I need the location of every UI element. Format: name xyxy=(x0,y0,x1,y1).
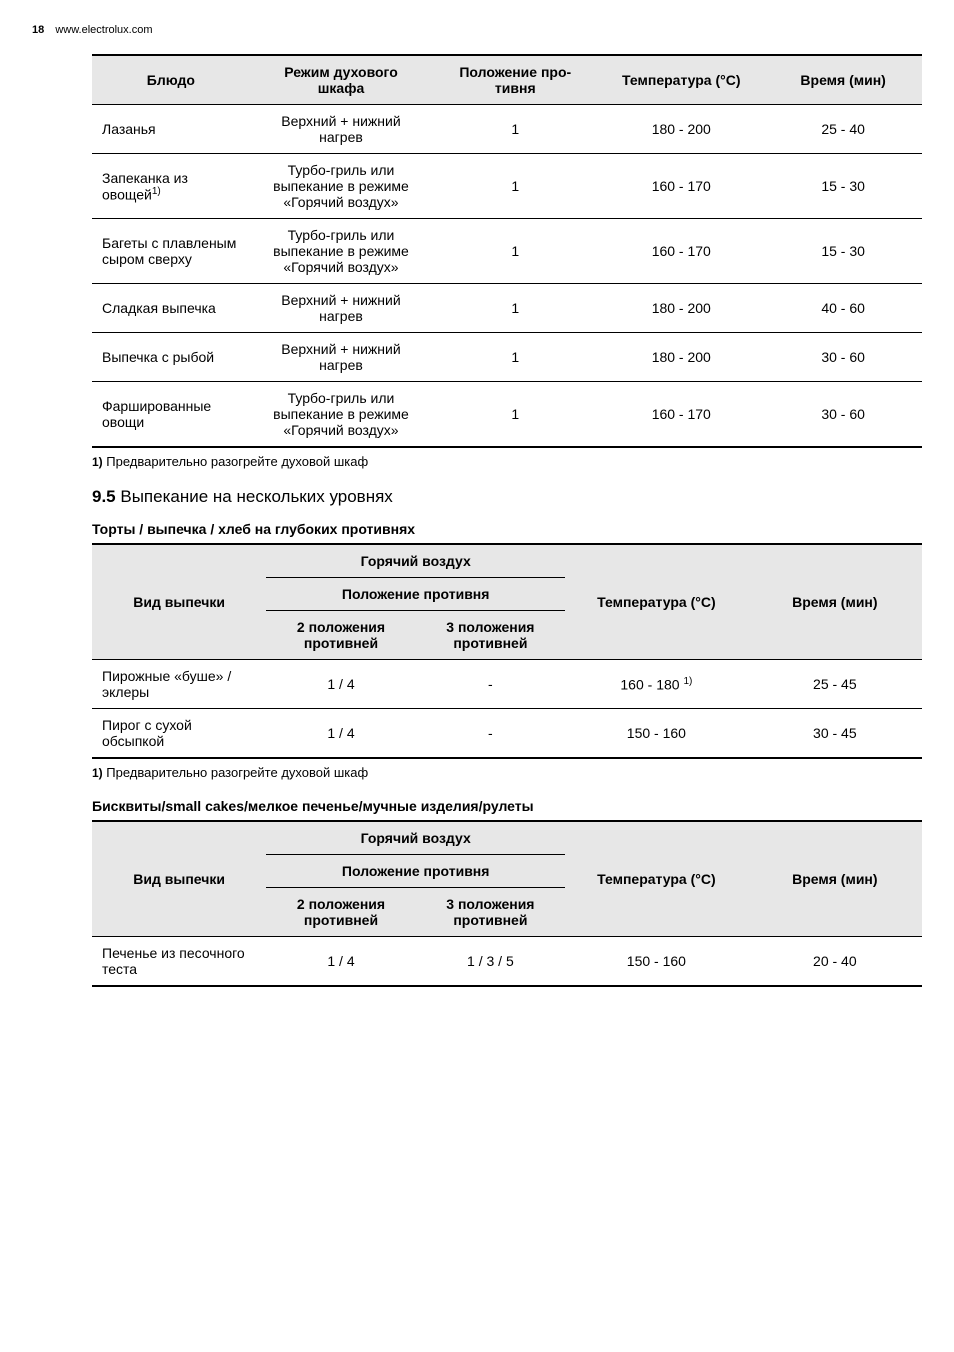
savoury-dishes-table: Блюдо Режим духового шкафа Положение про… xyxy=(92,54,922,448)
cell-dish: Лазанья xyxy=(92,105,250,154)
cell-dish: Сладкая выпеч­ка xyxy=(92,284,250,333)
col-temp: Температура (°C) xyxy=(565,544,748,660)
cell-type: Печенье из пе­сочного теста xyxy=(92,937,266,987)
cell-pos3: - xyxy=(416,709,565,759)
cell-type: Пирожные «бу­ше» / эклеры xyxy=(92,660,266,709)
col-pos2: 2 положения противней xyxy=(266,611,415,660)
col-temp: Температура (°C) xyxy=(598,55,764,105)
footnote-text: Предварительно разогрейте духовой шкаф xyxy=(103,454,369,469)
subhead-torty: Торты / выпечка / хлеб на глубоких проти… xyxy=(92,521,922,537)
col-time: Время (мин) xyxy=(748,544,922,660)
footnote-num: 1) xyxy=(92,455,103,469)
cell-mode: Верхний + ниж­ний нагрев xyxy=(250,105,433,154)
cell-temp: 160 - 170 xyxy=(598,219,764,284)
subhead-biskvity: Бисквиты/small cakes/мелкое печенье/мучн… xyxy=(92,798,922,814)
cell-pos3: - xyxy=(416,660,565,709)
col-pos3: 3 положения противней xyxy=(416,611,565,660)
cell-temp: 180 - 200 xyxy=(598,105,764,154)
footnote-2: 1) Предварительно разогрейте духовой шка… xyxy=(92,765,922,780)
table-row: Сладкая выпеч­каВерхний + ниж­ний нагрев… xyxy=(92,284,922,333)
col-pos3: 3 положения противней xyxy=(416,888,565,937)
table-row: Пирожные «бу­ше» / эклеры1 / 4-160 - 180… xyxy=(92,660,922,709)
cell-pos2: 1 / 4 xyxy=(266,709,415,759)
cell-mode: Верхний + ниж­ний нагрев xyxy=(250,333,433,382)
cell-pos: 1 xyxy=(432,219,598,284)
col-pos2: 2 положения противней xyxy=(266,888,415,937)
cell-time: 25 - 40 xyxy=(764,105,922,154)
cell-type: Пирог с сухой обсыпкой xyxy=(92,709,266,759)
footnote-text: Предварительно разогрейте духовой шкаф xyxy=(103,765,369,780)
cell-time: 20 - 40 xyxy=(748,937,922,987)
col-pos: Положение про­тивня xyxy=(432,55,598,105)
col-hotair: Горячий воздух xyxy=(266,544,565,578)
col-trackpos: Положение противня xyxy=(266,855,565,888)
cell-mode: Турбо-гриль или выпекание в режиме «Го­р… xyxy=(250,382,433,448)
cell-time: 30 - 60 xyxy=(764,333,922,382)
cell-pos: 1 xyxy=(432,333,598,382)
col-time: Время (мин) xyxy=(748,821,922,937)
table-row: Фарширован­ные овощиТурбо-гриль или выпе… xyxy=(92,382,922,448)
cell-temp: 160 - 180 1) xyxy=(565,660,748,709)
cell-temp: 150 - 160 xyxy=(565,709,748,759)
section-num: 9.5 xyxy=(92,487,116,506)
cell-mode: Верхний + ниж­ний нагрев xyxy=(250,284,433,333)
cell-dish: Выпечка с рыб­ой xyxy=(92,333,250,382)
cell-temp: 160 - 170 xyxy=(598,154,764,219)
cakes-bread-table: Вид выпечки Горячий воздух Температура (… xyxy=(92,543,922,759)
cell-time: 40 - 60 xyxy=(764,284,922,333)
col-dish: Блюдо xyxy=(92,55,250,105)
col-mode: Режим духового шкафа xyxy=(250,55,433,105)
cell-pos: 1 xyxy=(432,154,598,219)
cell-dish: Фарширован­ные овощи xyxy=(92,382,250,448)
cell-dish: Запеканка из овощей1) xyxy=(92,154,250,219)
cell-time: 15 - 30 xyxy=(764,154,922,219)
cell-temp: 180 - 200 xyxy=(598,284,764,333)
cell-time: 25 - 45 xyxy=(748,660,922,709)
col-type: Вид выпечки xyxy=(92,821,266,937)
cell-pos2: 1 / 4 xyxy=(266,937,415,987)
col-time: Время (мин) xyxy=(764,55,922,105)
site-url: www.electrolux.com xyxy=(55,24,152,36)
cell-pos: 1 xyxy=(432,105,598,154)
cell-pos: 1 xyxy=(432,284,598,333)
col-trackpos: Положение противня xyxy=(266,578,565,611)
section-title: Выпекание на нескольких уровнях xyxy=(116,487,393,506)
footnote-ref: 1) xyxy=(683,676,692,687)
cell-temp: 160 - 170 xyxy=(598,382,764,448)
cell-mode: Турбо-гриль или выпекание в режиме «Го­р… xyxy=(250,154,433,219)
table-row: Багеты с пла­вленым сыром сверхуТурбо-гр… xyxy=(92,219,922,284)
col-temp: Температура (°C) xyxy=(565,821,748,937)
cell-temp: 150 - 160 xyxy=(565,937,748,987)
cell-temp: 180 - 200 xyxy=(598,333,764,382)
cell-pos: 1 xyxy=(432,382,598,448)
cell-time: 15 - 30 xyxy=(764,219,922,284)
page-header: 18 www.electrolux.com xyxy=(32,24,922,36)
table-row: Запеканка из овощей1)Турбо-гриль или вып… xyxy=(92,154,922,219)
footnote-ref: 1) xyxy=(152,186,161,197)
cell-mode: Турбо-гриль или выпекание в режиме «Го­р… xyxy=(250,219,433,284)
col-hotair: Горячий воздух xyxy=(266,821,565,855)
table-row: Печенье из пе­сочного теста1 / 41 / 3 / … xyxy=(92,937,922,987)
cell-pos3: 1 / 3 / 5 xyxy=(416,937,565,987)
cell-time: 30 - 45 xyxy=(748,709,922,759)
cell-dish: Багеты с пла­вленым сыром сверху xyxy=(92,219,250,284)
table-row: ЛазаньяВерхний + ниж­ний нагрев1180 - 20… xyxy=(92,105,922,154)
col-type: Вид выпечки xyxy=(92,544,266,660)
page-number: 18 xyxy=(32,24,44,36)
table-row: Выпечка с рыб­ойВерхний + ниж­ний нагрев… xyxy=(92,333,922,382)
cell-time: 30 - 60 xyxy=(764,382,922,448)
footnote-1: 1) Предварительно разогрейте духовой шка… xyxy=(92,454,922,469)
section-9-5-heading: 9.5 Выпекание на нескольких уровнях xyxy=(92,487,922,507)
cell-pos2: 1 / 4 xyxy=(266,660,415,709)
table-row: Пирог с сухой обсыпкой1 / 4-150 - 16030 … xyxy=(92,709,922,759)
footnote-num: 1) xyxy=(92,766,103,780)
biscuits-table: Вид выпечки Горячий воздух Температура (… xyxy=(92,820,922,987)
